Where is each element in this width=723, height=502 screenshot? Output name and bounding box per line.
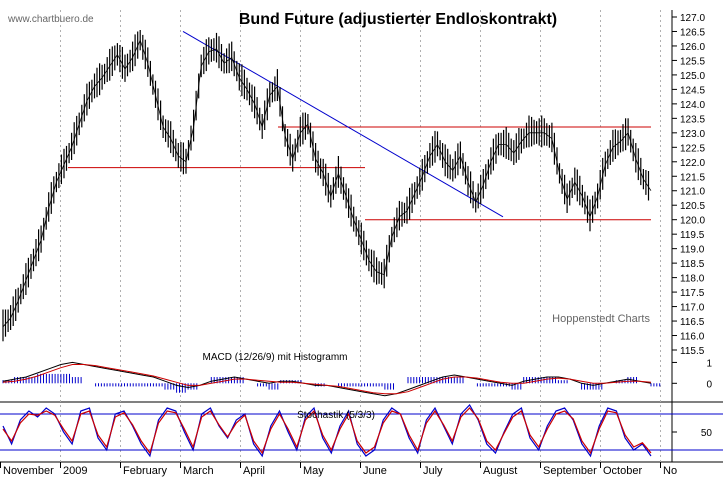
macd-title: MACD (12/26/9) mit Histogramm <box>202 352 347 363</box>
stochastic-y-tick-label: 50 <box>701 428 713 439</box>
credit-label: Hoppenstedt Charts <box>552 313 650 325</box>
stochastic-title: Stochastik (5/3/3) <box>297 410 375 421</box>
y-tick-label: 115.5 <box>680 346 705 357</box>
x-tick-label: 2009 <box>63 465 87 477</box>
y-tick-label: 118.0 <box>680 274 705 285</box>
x-tick-label: November <box>3 465 54 477</box>
y-tick-label: 121.5 <box>680 172 705 183</box>
y-tick-label: 121.0 <box>680 187 705 198</box>
y-tick-label: 116.0 <box>680 332 705 343</box>
x-tick-label: April <box>243 465 265 477</box>
y-tick-label: 120.0 <box>680 216 705 227</box>
macd-y-tick-label: 1 <box>706 358 712 369</box>
y-tick-label: 124.0 <box>680 100 705 111</box>
y-tick-label: 123.5 <box>680 114 705 125</box>
x-tick-label: September <box>543 465 597 477</box>
x-tick-label: February <box>123 465 168 477</box>
grid-lines <box>0 10 661 468</box>
x-tick-labels: November 2009 February March April May June Jul… <box>3 465 677 477</box>
y-tick-label: 126.5 <box>680 27 705 38</box>
x-tick-label: No <box>663 465 677 477</box>
x-tick-label: May <box>303 465 324 477</box>
macd-histogram <box>2 373 661 393</box>
price-line <box>2 39 652 328</box>
y-tick-label: 119.5 <box>680 230 705 241</box>
x-tick-label: July <box>423 465 443 477</box>
pane-tick-labels: 1 0 50 <box>672 358 712 439</box>
stochastic-series <box>2 404 652 458</box>
y-tick-label: 120.5 <box>680 201 705 212</box>
y-tick-label: 125.0 <box>680 71 705 82</box>
y-tick-label: 122.5 <box>680 143 705 154</box>
macd-series <box>2 361 652 397</box>
x-tick-label: August <box>483 465 517 477</box>
y-tick-label: 117.0 <box>680 303 705 314</box>
y-tick-label: 122.0 <box>680 158 705 169</box>
y-tick-label: 118.5 <box>680 259 705 270</box>
chart-title: Bund Future (adjustierter Endloskontrakt… <box>239 11 557 28</box>
x-tick-label: October <box>603 465 642 477</box>
x-tick-label: June <box>363 465 387 477</box>
price-series <box>2 30 652 342</box>
macd-line <box>2 364 652 395</box>
trendlines <box>68 31 651 221</box>
y-tick-label: 116.5 <box>680 317 705 328</box>
stochastic-line <box>2 407 652 455</box>
y-tick-label: 127.0 <box>680 13 705 24</box>
y-tick-label: 119.0 <box>680 245 705 256</box>
y-tick-label: 125.5 <box>680 56 705 67</box>
macd-line <box>2 361 652 397</box>
y-tick-label: 123.0 <box>680 129 705 140</box>
macd-y-tick-label: 0 <box>706 379 712 390</box>
watermark: www.chartbuero.de <box>7 14 94 25</box>
price-y-tick-labels: 127.0 126.5 126.0 125.5 125.0 124.5 124.0 123.5… <box>672 13 705 357</box>
x-tick-label: March <box>183 465 214 477</box>
y-tick-label: 117.5 <box>680 288 705 299</box>
y-tick-label: 126.0 <box>680 42 705 53</box>
y-tick-label: 124.5 <box>680 85 705 96</box>
